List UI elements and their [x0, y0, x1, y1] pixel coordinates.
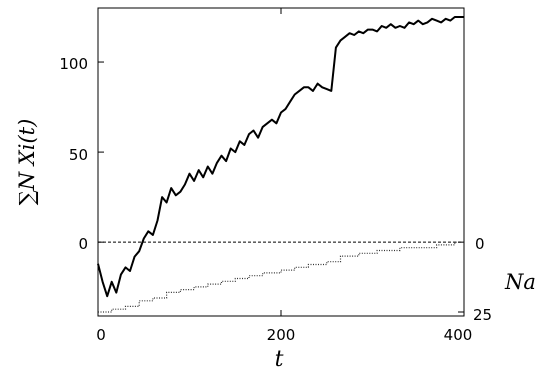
- series-na-line: [98, 241, 464, 313]
- y-left-axis-label-text: ∑N Xi(t): [15, 119, 39, 206]
- y-left-tick-label-100: 100: [59, 55, 88, 73]
- x-tick-label-400: 400: [444, 326, 473, 344]
- y-left-tick-label-50: 50: [69, 146, 88, 164]
- x-tick-label-0: 0: [96, 326, 106, 344]
- x-tick-label-200: 200: [267, 326, 296, 344]
- series-sum-line: [97, 16, 464, 298]
- y-right-tick-label-25: 25: [473, 306, 492, 324]
- x-axis-label: t: [275, 347, 284, 372]
- y-right-axis-label: Na: [504, 270, 536, 294]
- y-left-axis-label: ∑N Xi(t): [15, 119, 39, 206]
- y-right-tick-label-0: 0: [475, 235, 485, 253]
- axis-ticks: [97, 8, 465, 316]
- plot-frame: [97, 7, 465, 317]
- y-left-tick-label-0: 0: [78, 235, 88, 253]
